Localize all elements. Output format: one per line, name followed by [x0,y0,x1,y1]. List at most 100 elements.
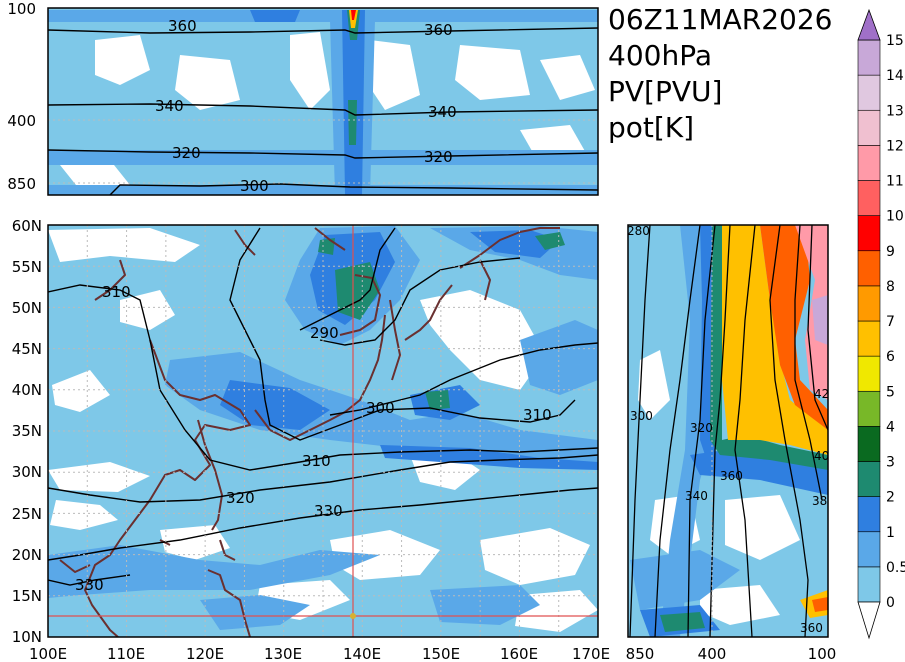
pressure-label: 850 [7,175,36,193]
top-contour-label: 340 [155,97,184,115]
right-pressure-axis: 850 400 100 [626,645,837,662]
colorbar-label: 14 [886,68,904,84]
colorbar-swatch [857,320,881,357]
pressure-label: 100 [7,0,36,18]
top-grid [48,119,598,184]
colorbar-swatch [857,566,881,603]
top-cross-section: 360 360 340 340 320 320 300 [48,8,598,195]
title-contour: pot[K] [608,111,695,144]
colorbar-swatch [857,39,881,76]
top-theta-contours [48,27,598,195]
crosshair-point [350,613,356,619]
lat-label: 50N [12,299,42,317]
colorbar-swatch [857,461,881,497]
pressure-label: 850 [626,645,655,662]
pressure-label: 400 [698,645,727,662]
right-contour-labels: 280 300 320 340 360 380 400 420 360 [627,224,837,635]
lon-label: 100E [29,645,67,662]
colorbar-swatch [857,145,881,181]
colorbar-label: 15 [886,33,904,49]
top-contour-label: 360 [168,17,197,35]
colorbar-label: 7 [886,314,895,330]
colorbar-swatch [857,355,881,392]
lat-label: 10N [12,628,42,646]
map-contour-label: 320 [226,489,255,507]
colorbar-label: 1 [886,525,895,541]
map-contour-label: 310 [302,452,331,470]
colorbar-label: 10 [886,209,904,225]
top-contour-label: 340 [428,103,457,121]
lon-label: 110E [107,645,145,662]
right-contour-label: 320 [690,421,713,435]
right-contour-label: 400 [814,449,837,463]
right-contour-label: 380 [812,494,835,508]
colorbar-swatch [857,109,881,146]
top-pressure-axis: 100 400 850 [7,0,36,193]
map-contour-labels: 310 290 300 310 310 320 330 330 [75,283,552,594]
lon-label: 160E [500,645,538,662]
colorbar-extend-max [857,8,881,41]
lat-label: 45N [12,340,42,358]
lat-label: 25N [12,505,42,523]
colorbar-swatch [857,531,881,568]
right-contour-label: 360 [800,621,823,635]
pressure-label: 100 [808,645,837,662]
lat-label: 35N [12,422,42,440]
colorbar-label: 3 [886,455,895,471]
right-contour-label: 360 [720,469,743,483]
map-contour-label: 330 [75,576,104,594]
right-contour-label: 340 [685,489,708,503]
colorbar-label: 0.5 [886,560,905,576]
right-red-patches [760,225,828,612]
theta-contours [48,227,598,586]
lon-label: 150E [422,645,460,662]
right-purple-patches [812,295,828,345]
map-contour-label: 310 [523,406,552,424]
lon-label: 120E [186,645,224,662]
lat-label: 60N [12,217,42,235]
right-contour-label: 280 [627,224,650,238]
lon-label: 130E [264,645,302,662]
colorbar-label: 12 [886,138,904,154]
pressure-label: 400 [7,112,36,130]
lat-axis: 10N 15N 20N 25N 30N 35N 40N 45N 50N 55N … [12,217,42,646]
colorbar-label: 4 [886,419,895,435]
colorbar-swatch [857,426,881,462]
colorbar-swatch [857,390,881,427]
colorbar-swatch [857,74,881,111]
right-pink-patches [795,225,828,400]
colorbar-label: 9 [886,244,895,260]
top-contour-label: 300 [240,177,269,195]
title-time: 06Z11MAR2026 [608,3,833,36]
title-field: PV[PVU] [608,75,723,108]
map-contour-label: 310 [102,283,131,301]
map-grid [48,225,598,637]
colorbar-label: 6 [886,349,895,365]
right-contour-label: 300 [630,409,653,423]
lon-label: 170E [572,645,610,662]
top-background [48,8,598,195]
lon-axis: 100E 110E 120E 130E 140E 150E 160E 170E [29,645,610,662]
colorbar-label: 2 [886,490,895,506]
map-contour-label: 290 [310,324,339,342]
right-contour-label: 420 [814,387,837,401]
top-contour-label: 360 [424,21,453,39]
colorbar-label: 11 [886,174,904,190]
top-contour-label: 320 [424,148,453,166]
colorbar-swatch [857,250,881,287]
top-contour-label: 320 [172,144,201,162]
colorbar-label: 8 [886,279,895,295]
top-frame [47,7,599,196]
colorbar-swatch [857,180,881,216]
colorbar-swatch [857,496,881,533]
colorbar-swatch [857,215,881,252]
right-cross-section: 280 300 320 340 360 380 400 420 360 [627,224,837,637]
lat-label: 30N [12,463,42,481]
lat-label: 15N [12,587,42,605]
map-frame [47,224,599,638]
colorbar-label: 13 [886,103,904,119]
pv-low-patches [48,228,598,632]
map-contour-label: 300 [366,399,395,417]
